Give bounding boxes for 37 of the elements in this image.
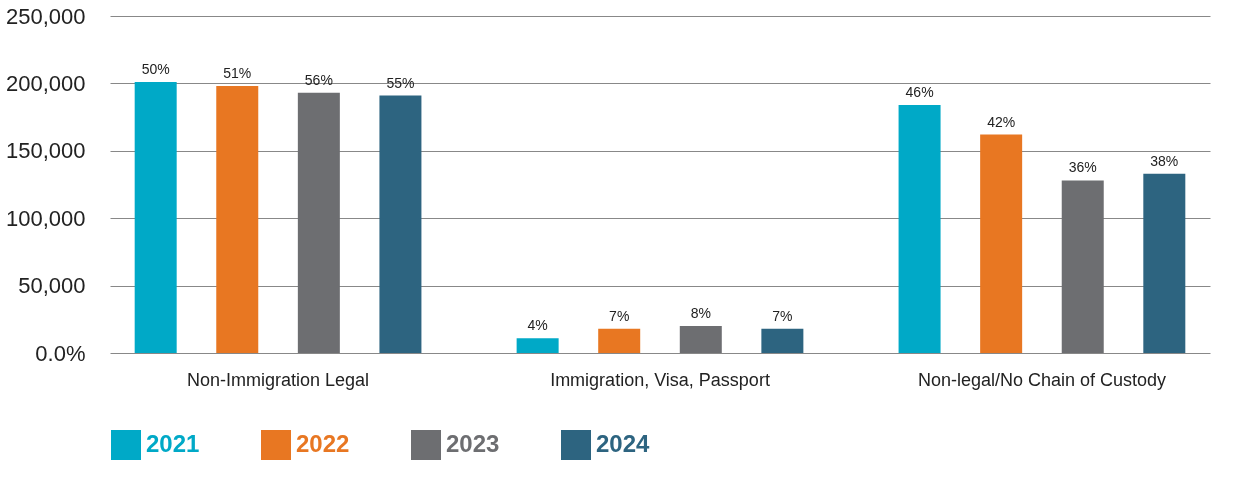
bar <box>980 134 1023 353</box>
annotation: 46% <box>905 83 934 100</box>
x-tick-label: Immigration, Visa, Passport <box>550 369 770 390</box>
y-tick-label: 100,000 <box>5 205 86 231</box>
annotation: 55% <box>386 74 415 91</box>
bar <box>379 95 422 353</box>
y-tick-label: 200,000 <box>5 70 86 96</box>
bar <box>679 326 722 353</box>
legend-label: 2021 <box>146 430 200 457</box>
bar <box>134 82 177 353</box>
x-tick-label: Non-Immigration Legal <box>187 369 370 390</box>
y-tick-label: 150,000 <box>5 138 86 164</box>
annotation: 50% <box>141 61 170 78</box>
bar <box>297 92 340 353</box>
annotation: 4% <box>527 317 548 334</box>
annotation: 42% <box>987 113 1016 130</box>
annotation: 36% <box>1068 159 1097 176</box>
y-tick-label: 0.0% <box>35 340 86 366</box>
bar <box>598 328 641 353</box>
bar <box>216 86 259 353</box>
annotation: 8% <box>690 305 711 322</box>
legend-label: 2023 <box>446 430 500 457</box>
annotation: 51% <box>223 65 252 82</box>
annotation: 56% <box>304 71 333 88</box>
annotation: 38% <box>1150 152 1179 169</box>
bar <box>1143 173 1186 353</box>
bar <box>898 104 941 353</box>
y-tick-label: 250,000 <box>5 3 86 29</box>
bar <box>1061 180 1104 353</box>
bar <box>761 328 804 353</box>
annotation: 7% <box>772 307 793 324</box>
legend-label: 2024 <box>596 430 651 457</box>
x-tick-label: Non-legal/No Chain of Custody <box>917 369 1167 390</box>
annotation: 7% <box>609 307 630 324</box>
y-tick-label: 50,000 <box>18 273 86 299</box>
legend-label: 2022 <box>296 430 350 457</box>
bar <box>516 338 559 353</box>
